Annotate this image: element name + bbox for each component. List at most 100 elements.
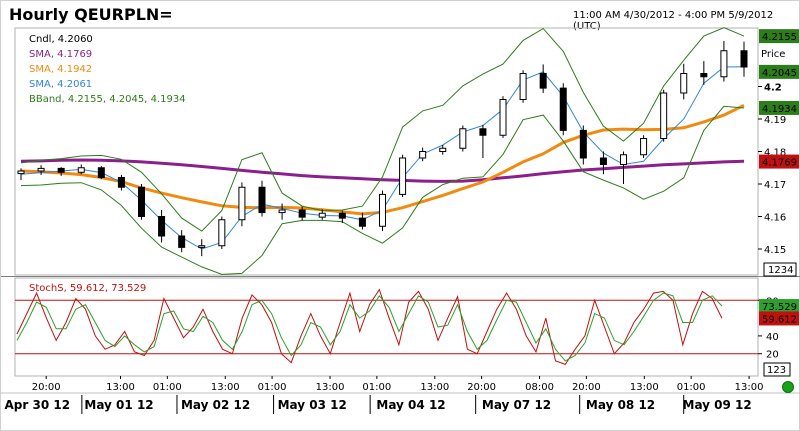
candle-body: [238, 186, 246, 221]
candle-body: [399, 157, 407, 195]
price-legend-item: SMA, 4.1942: [29, 64, 92, 75]
candle: [519, 70, 527, 103]
stoch-value-tag-bg: [759, 299, 799, 314]
candle: [399, 154, 407, 197]
time-tick-label: 08:00: [525, 382, 554, 393]
candle-body: [660, 92, 668, 139]
candle: [158, 210, 166, 243]
price-legend-box: [25, 30, 211, 110]
candle-body: [439, 147, 447, 152]
series-line-bband_lo: [20, 105, 745, 275]
candle-body: [559, 87, 567, 131]
date-label: May 07 12: [482, 398, 551, 412]
stoch-tick-label: 20: [766, 350, 779, 361]
candle: [37, 165, 45, 175]
series-line-bband_up: [20, 27, 745, 232]
candle-body: [77, 167, 85, 173]
price-tick-label: 4.17: [764, 180, 786, 191]
candle-body: [17, 170, 25, 175]
candle: [97, 166, 105, 180]
candle-body: [539, 73, 547, 89]
time-tick-label: 13:00: [316, 382, 345, 393]
candle-body: [579, 129, 587, 159]
candle-body: [519, 73, 527, 100]
price-counter-text: 1234: [768, 265, 793, 276]
candle: [499, 96, 507, 138]
candle-body: [298, 209, 306, 218]
candle: [700, 61, 708, 85]
date-label: May 01 12: [84, 398, 153, 412]
candle: [138, 184, 145, 220]
candle: [358, 212, 366, 230]
time-tick-label: 13:00: [420, 382, 449, 393]
stoch-value-tag-bg: [759, 311, 799, 326]
candle: [720, 41, 728, 82]
stoch-tick-label: 40: [766, 332, 779, 343]
value-tag-text: 4.2155: [762, 32, 797, 43]
chart-title: Hourly QEURPLN=: [9, 5, 173, 24]
candle-body: [620, 154, 627, 165]
candle-body: [680, 73, 688, 94]
value-tag-text: 4.2045: [762, 68, 797, 79]
time-tick-label: 20:00: [572, 382, 601, 393]
date-label: May 09 12: [683, 398, 752, 412]
candle: [77, 164, 85, 175]
candle: [258, 180, 266, 217]
candle-body: [218, 219, 226, 247]
candle-body: [37, 167, 45, 172]
date-range: 11:00 AM 4/30/2012 - 4:00 PM 5/9/2012 (U…: [573, 10, 774, 32]
candle-body: [479, 128, 487, 136]
date-label: May 02 12: [181, 398, 250, 412]
candle: [238, 182, 246, 227]
candle-body: [97, 167, 105, 178]
candle: [539, 64, 547, 93]
candle: [439, 145, 447, 155]
candle-body: [459, 128, 467, 149]
candle-body: [138, 186, 145, 217]
candle: [117, 174, 125, 191]
candle-body: [278, 209, 286, 214]
candle: [318, 209, 326, 220]
candle-body: [178, 235, 186, 248]
candle: [178, 230, 186, 253]
price-legend-item: SMA, 4.1769: [29, 49, 92, 60]
candle-body: [117, 177, 125, 188]
candle-body: [338, 212, 346, 219]
price-counter-box: [763, 262, 797, 277]
stoch-line-stoch_d: [16, 292, 723, 362]
candle-body: [57, 167, 65, 173]
time-tick-label: 01:00: [362, 382, 391, 393]
candle: [660, 89, 668, 142]
candle: [278, 203, 286, 220]
price-legend-item: SMA, 4.2061: [29, 79, 92, 90]
candle: [218, 216, 226, 249]
time-tick-label: 13:00: [211, 382, 240, 393]
price-tick-label: 4.18: [764, 148, 786, 159]
price-tick-label: 4.16: [764, 213, 786, 224]
stoch-value-tag-text: 59.612: [762, 314, 797, 325]
value-tag-bg: [759, 29, 799, 44]
candle: [579, 125, 587, 165]
candle-body: [318, 212, 326, 218]
candle-body: [258, 186, 266, 214]
series-line-sma_long: [20, 158, 745, 183]
candle-body: [379, 193, 386, 227]
value-tag-text: 4.1769: [762, 158, 797, 169]
candle: [379, 190, 386, 232]
candle: [459, 125, 467, 152]
time-tick-label: 01:00: [153, 382, 182, 393]
candle: [57, 167, 65, 176]
candle: [338, 210, 346, 223]
candle-body: [158, 216, 166, 237]
candle-body: [358, 217, 366, 227]
candle: [740, 41, 748, 77]
time-tick-label: 13:00: [106, 382, 135, 393]
time-tick-label: 20:00: [467, 382, 496, 393]
stoch-line-stoch_k: [16, 288, 723, 366]
price-legend-item: BBand, 4.2155, 4.2045, 4.1934: [29, 94, 186, 105]
candle-body: [599, 157, 607, 165]
value-tag-bg: [759, 64, 799, 79]
candle: [298, 206, 306, 221]
